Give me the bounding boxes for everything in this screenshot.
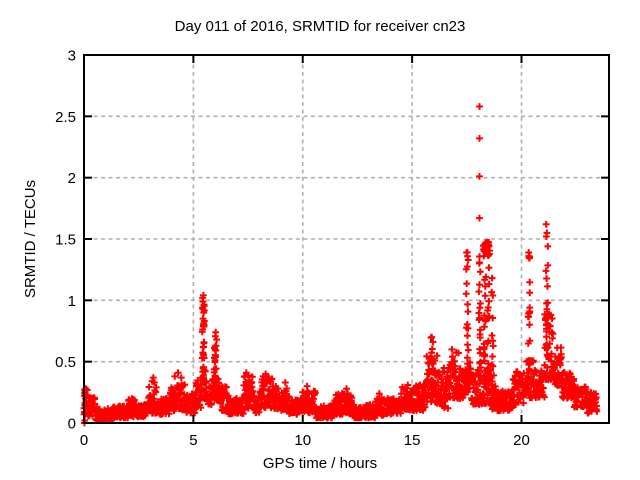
x-tick-label: 0 <box>80 432 88 449</box>
x-axis-label: GPS time / hours <box>263 455 377 472</box>
y-tick-label: 2 <box>68 170 76 187</box>
x-tick-label: 10 <box>294 432 311 449</box>
y-tick-label: 2.5 <box>55 109 76 126</box>
y-tick-label: 3 <box>68 48 76 65</box>
grid-lines <box>86 57 607 421</box>
y-axis-label: SRMTID / TECUs <box>22 180 39 298</box>
y-tick-label: 1 <box>68 293 76 310</box>
scatter-points <box>80 103 601 427</box>
x-tick-label: 5 <box>189 432 197 449</box>
x-tick-label: 20 <box>513 432 530 449</box>
y-tick-label: 0 <box>68 416 76 433</box>
x-tick-label: 15 <box>404 432 421 449</box>
x-tick-labels: 0 5 10 15 20 <box>80 432 530 449</box>
y-tick-label: 1.5 <box>55 232 76 249</box>
y-tick-label: 0.5 <box>55 354 76 371</box>
axis-ticks <box>83 54 609 424</box>
y-tick-labels: 0 0.5 1 1.5 2 2.5 3 <box>55 48 76 433</box>
chart-title: Day 011 of 2016, SRMTID for receiver cn2… <box>175 18 466 35</box>
